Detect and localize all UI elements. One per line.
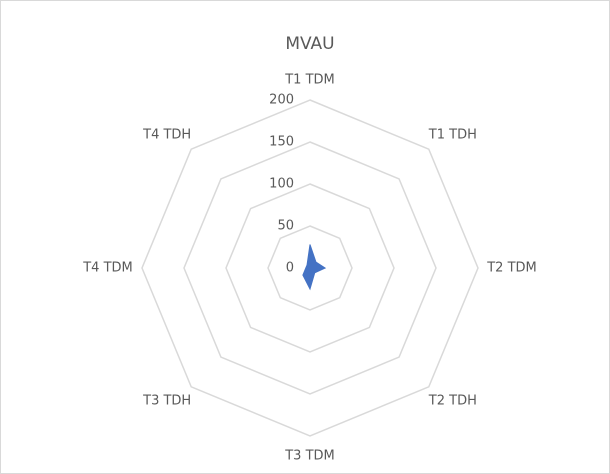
grid-ring [267,225,353,311]
r-tick-label: 200 [269,93,294,108]
series-area [302,244,327,291]
r-tick-label: 100 [269,177,294,192]
r-tick-label: 50 [277,219,294,234]
grid-ring [183,141,437,395]
chart-title: MVAU [285,34,334,54]
category-label: T4 TDH [142,128,191,143]
category-label: T1 TDH [428,128,477,143]
category-label: T2 TDH [428,393,477,408]
category-label: T1 TDM [284,73,335,88]
category-label: T3 TDH [142,393,191,408]
r-tick-label: 150 [269,135,294,150]
category-label: T4 TDM [82,261,133,276]
grid-ring [225,183,395,353]
r-tick-label: 0 [286,261,294,276]
grid-ring [141,99,479,437]
category-label: T3 TDM [284,449,335,464]
category-label: T2 TDM [486,261,537,276]
